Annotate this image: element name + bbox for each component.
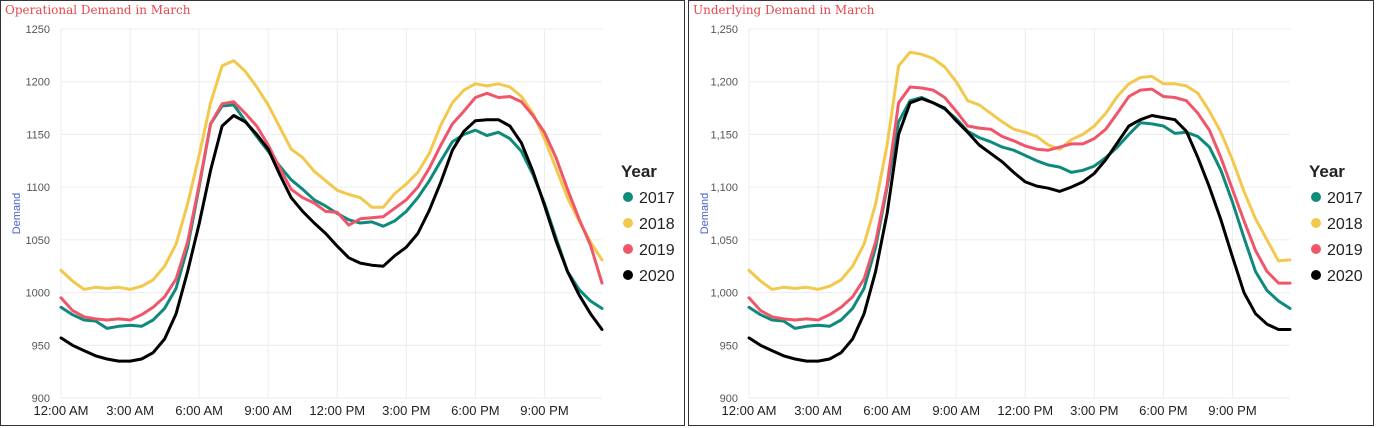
- legend-marker-2017: [623, 192, 633, 202]
- y-axis-label: Demand: [11, 193, 23, 235]
- y-tick-label: 1,250: [710, 24, 738, 36]
- y-tick-label: 1250: [26, 24, 50, 36]
- series-line-2020: [59, 114, 604, 363]
- x-tick-label: 3:00 AM: [106, 403, 154, 418]
- y-tick-label: 1000: [26, 288, 50, 300]
- legend-marker-2020: [623, 270, 633, 280]
- y-tick-label: 900: [720, 393, 738, 405]
- series-line-2017: [59, 103, 604, 330]
- legend-label-2020: 2020: [639, 268, 675, 285]
- underlying-demand-chart-panel: Underlying Demand in March 900 950 1,000 1,…: [688, 0, 1374, 426]
- y-tick-label: 1100: [26, 182, 50, 194]
- y-tick-label: 1200: [26, 77, 50, 89]
- x-tick-label: 12:00 PM: [309, 403, 365, 418]
- legend-label-2019: 2019: [1327, 242, 1363, 259]
- y-tick-label: 950: [720, 340, 738, 352]
- y-tick-label: 1,100: [710, 182, 738, 194]
- legend-label-2019: 2019: [639, 242, 675, 259]
- legend-marker-2019: [623, 244, 633, 254]
- series-line-2020: [747, 97, 1292, 363]
- x-tick-label: 12:00 AM: [34, 403, 89, 418]
- legend-label-2018: 2018: [1327, 216, 1363, 233]
- series-line-2018: [59, 59, 604, 291]
- x-tick-label: 9:00 PM: [1208, 403, 1256, 418]
- x-tick-label: 6:00 PM: [451, 403, 499, 418]
- chart-title: Underlying Demand in March: [693, 3, 875, 17]
- y-tick-label: 1150: [26, 129, 50, 141]
- x-tick-label: 9:00 PM: [520, 403, 568, 418]
- x-tick-label: 9:00 AM: [932, 403, 980, 418]
- x-tick-label: 6:00 PM: [1139, 403, 1187, 418]
- series-line-2018: [747, 50, 1292, 291]
- x-tick-label: 12:00 PM: [997, 403, 1053, 418]
- operational-demand-chart-panel: Operational Demand in March 900 950 1000 10…: [0, 0, 685, 426]
- y-tick-label: 950: [32, 340, 50, 352]
- y-tick-label: 1050: [26, 235, 50, 247]
- y-tick-label: 1,200: [710, 77, 738, 89]
- legend-marker-2020: [1311, 270, 1321, 280]
- x-tick-label: 6:00 AM: [175, 403, 223, 418]
- legend-label-2017: 2017: [1327, 190, 1363, 207]
- y-tick-label: 1,150: [710, 129, 738, 141]
- x-tick-label: 12:00 AM: [722, 403, 777, 418]
- series-line-2019: [747, 85, 1292, 322]
- legend-marker-2017: [1311, 192, 1321, 202]
- y-tick-label: 1,000: [710, 288, 738, 300]
- operational-demand-line-chart: 900 950 1000 1050 1100 1150 1200 1250 12:00 AM 3:…: [11, 24, 675, 418]
- legend-marker-2018: [623, 218, 633, 228]
- x-tick-label: 9:00 AM: [244, 403, 292, 418]
- legend-label-2018: 2018: [639, 216, 675, 233]
- x-tick-label: 3:00 PM: [382, 403, 430, 418]
- chart-title: Operational Demand in March: [5, 3, 191, 17]
- y-tick-label: 900: [32, 393, 50, 405]
- x-tick-label: 3:00 AM: [794, 403, 842, 418]
- y-tick-label: 1,050: [710, 235, 738, 247]
- x-tick-label: 3:00 PM: [1070, 403, 1118, 418]
- legend-marker-2018: [1311, 218, 1321, 228]
- legend-title: Year: [1309, 162, 1345, 181]
- legend-marker-2019: [1311, 244, 1321, 254]
- x-tick-label: 6:00 AM: [863, 403, 911, 418]
- series-line-2017: [747, 96, 1292, 330]
- underlying-demand-line-chart: 900 950 1,000 1,050 1,100 1,150 1,200 1,250 12:0…: [699, 24, 1363, 418]
- legend-title: Year: [621, 162, 657, 181]
- legend-label-2017: 2017: [639, 190, 675, 207]
- y-axis-label: Demand: [699, 193, 711, 235]
- series-line-2019: [59, 91, 604, 322]
- legend-label-2020: 2020: [1327, 268, 1363, 285]
